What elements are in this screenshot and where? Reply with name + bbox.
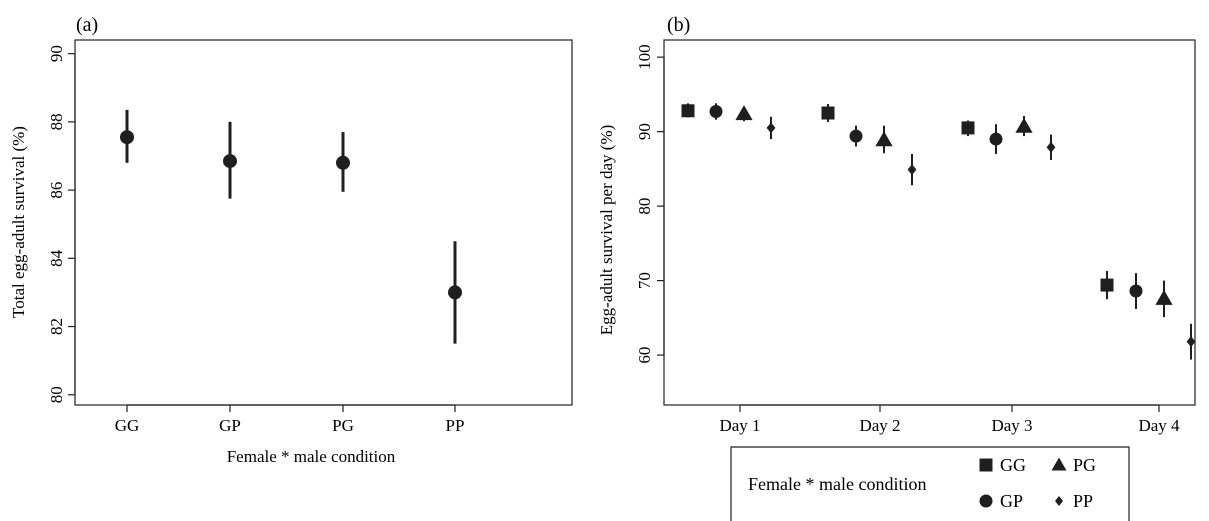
y-tick-label: 88 [47,113,66,130]
x-tick-label: Day 3 [991,416,1032,435]
data-point-pp [1186,336,1196,348]
y-tick-label: 84 [47,249,66,267]
panel-b-plot-frame [663,39,1196,406]
data-point-pg [735,105,753,121]
data-point-pg [1155,289,1173,305]
x-tick-label: Day 4 [1138,416,1180,435]
x-tick-label: Day 1 [719,416,760,435]
panel-a-x-axis: GG GP PG PP [115,404,465,435]
y-tick-label: 80 [635,198,654,215]
y-tick-label: 86 [47,182,66,199]
legend-label-gg: GG [1000,455,1026,475]
y-tick-label: 80 [47,386,66,403]
data-point-gp [709,105,723,119]
panel-b-y-axis: 60 70 80 90 100 [635,44,665,364]
legend-marker-pg [1051,457,1067,471]
panel-b-label: (b) [667,14,690,36]
panel-a-label: (a) [76,14,98,36]
y-tick-label: 90 [47,45,66,62]
x-tick-label: PG [332,416,354,435]
data-point-pg [875,131,893,147]
panel-b-legend: Female * male condition GG PG GP PP [730,446,1130,521]
data-point-gp [849,129,863,143]
data-point-gg [961,121,975,135]
legend-marker-gg [979,458,993,472]
data-point-gp [1129,284,1143,298]
y-tick-label: 90 [635,123,654,140]
legend-label-gp: GP [1000,491,1023,511]
panel-b-y-axis-title: Egg-adult survival per day (%) [597,125,616,336]
y-tick-label: 70 [635,272,654,289]
data-point-gg [1100,278,1114,292]
x-tick-label: Day 2 [859,416,900,435]
data-point [120,130,134,145]
legend-marker-gp [979,494,993,508]
data-point-gp [989,132,1003,146]
data-point [448,285,462,300]
data-point [223,154,237,169]
data-point-pp [907,164,917,176]
legend-label-pp: PP [1073,491,1093,511]
data-point-pp [1046,141,1056,153]
data-point-gg [821,106,835,120]
x-tick-label: GG [115,416,140,435]
y-tick-label: 60 [635,347,654,364]
panel-b: (b) 60 70 80 90 100 Day 1 Day 2 Day 3 Day 4 Egg… [597,14,1196,521]
legend-entries: GG PG GP PP [979,455,1096,511]
y-tick-label: 100 [635,44,654,70]
panel-b-points [681,103,1196,360]
legend-title: Female * male condition [748,474,926,494]
y-tick-label: 82 [47,318,66,335]
data-point-pg [1015,117,1033,133]
panel-a-points [120,109,462,344]
panel-a-y-axis-title: Total egg-adult survival (%) [9,126,28,318]
x-tick-label: GP [219,416,241,435]
x-tick-label: PP [446,416,465,435]
panel-b-x-axis: Day 1 Day 2 Day 3 Day 4 [719,404,1180,435]
panel-a: (a) 80 82 84 86 88 90 GG GP PG PP Female * male … [9,14,573,466]
legend-frame [730,446,1130,521]
legend-label-pg: PG [1073,455,1096,475]
panel-a-x-axis-title: Female * male condition [227,447,396,466]
data-point [336,155,350,170]
legend-marker-pp [1055,496,1063,506]
panel-a-plot-frame [74,39,573,406]
data-point-gg [681,104,695,118]
panel-a-y-axis: 80 82 84 86 88 90 [47,45,76,403]
data-point-pp [766,122,776,134]
